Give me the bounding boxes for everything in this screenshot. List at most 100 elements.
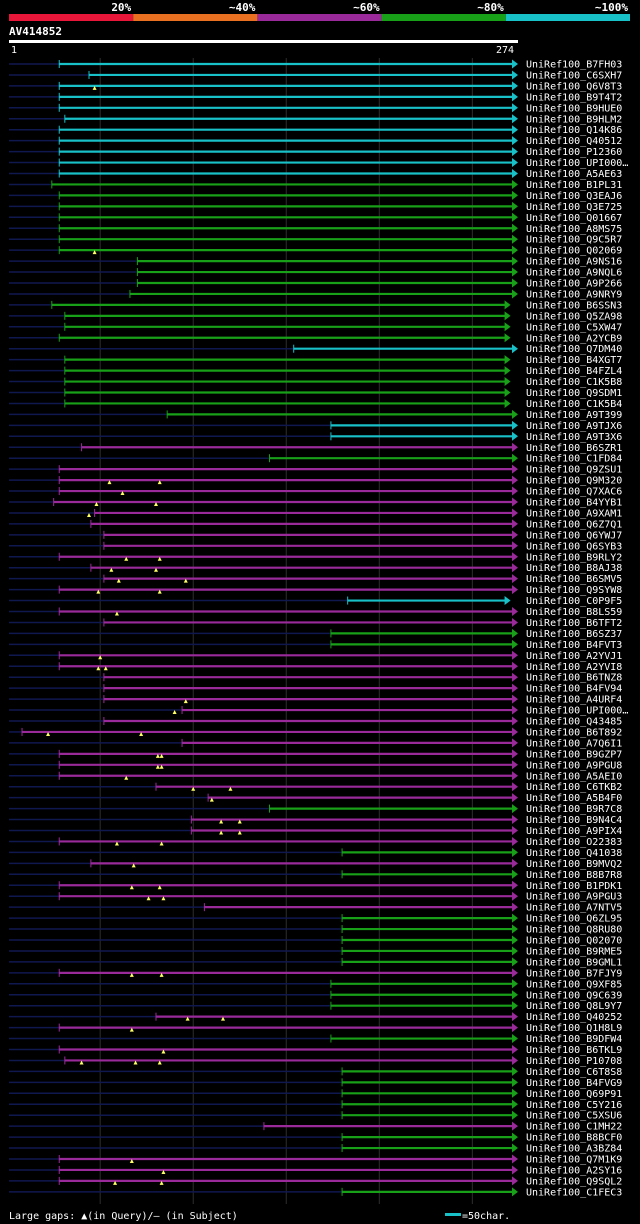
- hit-label[interactable]: UniRef100_B9N4C4: [526, 815, 622, 826]
- hit-label[interactable]: UniRef100_C1K5B4: [526, 399, 622, 410]
- hit-label[interactable]: UniRef100_C6T8S8: [526, 1067, 622, 1078]
- hit-label[interactable]: UniRef100_Q5ZA98: [526, 311, 622, 322]
- hit-label[interactable]: UniRef100_A7NTV5: [526, 903, 622, 914]
- hit-label[interactable]: UniRef100_B6TFT2: [526, 618, 622, 629]
- hit-label[interactable]: UniRef100_Q40252: [526, 1012, 622, 1023]
- hit-label[interactable]: UniRef100_C1FD84: [526, 454, 622, 465]
- hit-label[interactable]: UniRef100_B7FH03: [526, 60, 622, 71]
- hit-label[interactable]: UniRef100_A5AE63: [526, 169, 622, 180]
- hit-label[interactable]: UniRef100_C5XW47: [526, 322, 622, 333]
- hit-label[interactable]: UniRef100_B4FZL4: [526, 366, 622, 377]
- hit-label[interactable]: UniRef100_A9PGU3: [526, 892, 622, 903]
- hit-label[interactable]: UniRef100_B1PDK1: [526, 881, 622, 892]
- hit-label[interactable]: UniRef100_B8B7R8: [526, 870, 622, 881]
- hit-label[interactable]: UniRef100_Q9ZSU1: [526, 465, 622, 476]
- hit-label[interactable]: UniRef100_B8BCF0: [526, 1133, 622, 1144]
- hit-label[interactable]: UniRef100_B9HUE0: [526, 103, 622, 114]
- hit-label[interactable]: UniRef100_A3BZ84: [526, 1144, 622, 1155]
- hit-label[interactable]: UniRef100_B9GML1: [526, 957, 622, 968]
- hit-label[interactable]: UniRef100_A8MS75: [526, 224, 622, 235]
- hit-label[interactable]: UniRef100_B1PL31: [526, 180, 622, 191]
- hit-label[interactable]: UniRef100_B9GZP7: [526, 749, 622, 760]
- hit-label[interactable]: UniRef100_P10708: [526, 1056, 622, 1067]
- hit-label[interactable]: UniRef100_Q43485: [526, 717, 622, 728]
- hit-label[interactable]: UniRef100_Q8RU80: [526, 925, 622, 936]
- hit-label[interactable]: UniRef100_Q01667: [526, 213, 622, 224]
- hit-label[interactable]: UniRef100_B9R7C8: [526, 804, 622, 815]
- hit-label[interactable]: UniRef100_A9NS16: [526, 257, 622, 268]
- hit-label[interactable]: UniRef100_A2YVI8: [526, 662, 622, 673]
- hit-label[interactable]: UniRef100_Q14K86: [526, 125, 622, 136]
- hit-label[interactable]: UniRef100_Q7XAC6: [526, 487, 622, 498]
- hit-label[interactable]: UniRef100_Q3E725: [526, 202, 622, 213]
- hit-label[interactable]: UniRef100_B4FV94: [526, 684, 622, 695]
- hit-label[interactable]: UniRef100_B6TKL9: [526, 1045, 622, 1056]
- hit-label[interactable]: UniRef100_Q9C639: [526, 990, 622, 1001]
- hit-label[interactable]: UniRef100_B9DFW4: [526, 1034, 622, 1045]
- hit-label[interactable]: UniRef100_A9T3X6: [526, 432, 622, 443]
- hit-label[interactable]: UniRef100_A9NQL6: [526, 268, 622, 279]
- hit-label[interactable]: UniRef100_Q41038: [526, 848, 622, 859]
- hit-label[interactable]: UniRef100_B8LS59: [526, 607, 622, 618]
- hit-label[interactable]: UniRef100_A7Q6I1: [526, 738, 622, 749]
- hit-label[interactable]: UniRef100_A9P266: [526, 279, 622, 290]
- hit-label[interactable]: UniRef100_Q9C5R7: [526, 235, 622, 246]
- hit-label[interactable]: UniRef100_A4URF4: [526, 695, 622, 706]
- hit-label[interactable]: UniRef100_A9XAM1: [526, 508, 622, 519]
- hit-label[interactable]: UniRef100_Q6YWJ7: [526, 530, 622, 541]
- hit-label[interactable]: UniRef100_Q40512: [526, 136, 622, 147]
- hit-label[interactable]: UniRef100_B9RME5: [526, 946, 622, 957]
- hit-label[interactable]: UniRef100_Q9SQL2: [526, 1176, 622, 1187]
- hit-label[interactable]: UniRef100_B9RLY2: [526, 552, 622, 563]
- hit-label[interactable]: UniRef100_A2YCB9: [526, 333, 622, 344]
- hit-label[interactable]: UniRef100_A5B4F0: [526, 793, 622, 804]
- hit-label[interactable]: UniRef100_Q02070: [526, 936, 622, 947]
- hit-label[interactable]: UniRef100_B6SZR1: [526, 443, 622, 454]
- hit-label[interactable]: UniRef100_C1MH22: [526, 1122, 622, 1133]
- hit-label[interactable]: UniRef100_C1FEC3: [526, 1187, 622, 1198]
- hit-label[interactable]: UniRef100_UPI000…: [526, 706, 628, 717]
- hit-label[interactable]: UniRef100_Q7DM40: [526, 344, 622, 355]
- hit-label[interactable]: UniRef100_Q3EAJ6: [526, 191, 622, 202]
- hit-label[interactable]: UniRef100_B4FVT3: [526, 640, 622, 651]
- hit-label[interactable]: UniRef100_A9PIX4: [526, 826, 622, 837]
- hit-label[interactable]: UniRef100_C5XSU6: [526, 1111, 622, 1122]
- hit-label[interactable]: UniRef100_C0P9F5: [526, 596, 622, 607]
- hit-label[interactable]: UniRef100_A9NRY9: [526, 289, 622, 300]
- hit-label[interactable]: UniRef100_Q6ZL95: [526, 914, 622, 925]
- hit-label[interactable]: UniRef100_Q6SYB3: [526, 541, 622, 552]
- hit-label[interactable]: UniRef100_Q9XF85: [526, 979, 622, 990]
- hit-label[interactable]: UniRef100_Q9M320: [526, 476, 622, 487]
- hit-label[interactable]: UniRef100_Q9SDM1: [526, 388, 622, 399]
- hit-label[interactable]: UniRef100_Q8L9Y7: [526, 1001, 622, 1012]
- hit-label[interactable]: UniRef100_Q6V8T3: [526, 81, 622, 92]
- hit-label[interactable]: UniRef100_B4YYB1: [526, 498, 622, 509]
- hit-label[interactable]: UniRef100_O22383: [526, 837, 622, 848]
- hit-label[interactable]: UniRef100_A9T399: [526, 410, 622, 421]
- hit-label[interactable]: UniRef100_Q9SYW8: [526, 585, 622, 596]
- hit-label[interactable]: UniRef100_Q02069: [526, 246, 622, 257]
- hit-label[interactable]: UniRef100_B6SMV5: [526, 574, 622, 585]
- hit-label[interactable]: UniRef100_P12360: [526, 147, 622, 158]
- hit-label[interactable]: UniRef100_Q69P91: [526, 1089, 622, 1100]
- hit-label[interactable]: UniRef100_A2SY16: [526, 1165, 622, 1176]
- hit-label[interactable]: UniRef100_B9MVQ2: [526, 859, 622, 870]
- hit-label[interactable]: UniRef100_C6SXH7: [526, 70, 622, 81]
- hit-label[interactable]: UniRef100_B6T892: [526, 727, 622, 738]
- hit-label[interactable]: UniRef100_A9PGU8: [526, 760, 622, 771]
- hit-label[interactable]: UniRef100_B8AJ38: [526, 563, 622, 574]
- hit-label[interactable]: UniRef100_Q6Z7Q1: [526, 519, 622, 530]
- hit-label[interactable]: UniRef100_B4XGT7: [526, 355, 622, 366]
- hit-label[interactable]: UniRef100_B6SZ37: [526, 629, 622, 640]
- hit-label[interactable]: UniRef100_UPI000…: [526, 158, 628, 169]
- hit-label[interactable]: UniRef100_C5Y216: [526, 1100, 622, 1111]
- hit-label[interactable]: UniRef100_C1K5B8: [526, 377, 622, 388]
- hit-label[interactable]: UniRef100_B6TNZ8: [526, 673, 622, 684]
- hit-label[interactable]: UniRef100_Q7M1K9: [526, 1155, 622, 1166]
- hit-label[interactable]: UniRef100_B9T4T2: [526, 92, 622, 103]
- hit-label[interactable]: UniRef100_B9HLM2: [526, 114, 622, 125]
- hit-label[interactable]: UniRef100_A2YVJ1: [526, 651, 622, 662]
- hit-label[interactable]: UniRef100_Q1H8L9: [526, 1023, 622, 1034]
- hit-label[interactable]: UniRef100_C6TKB2: [526, 782, 622, 793]
- hit-label[interactable]: UniRef100_B6SSN3: [526, 300, 622, 311]
